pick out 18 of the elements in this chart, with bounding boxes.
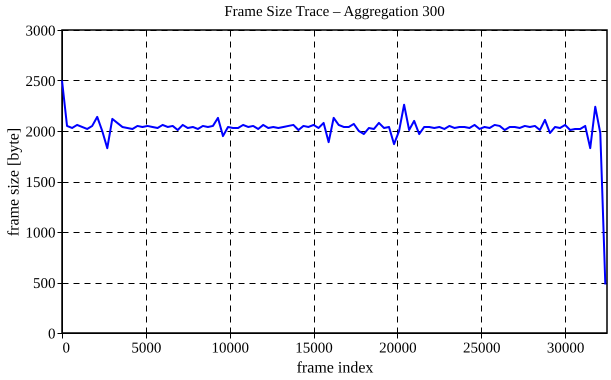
x-tick-label: 30000 [546, 340, 584, 356]
x-tick-label: 20000 [379, 340, 417, 356]
y-tick-label: 1500 [26, 175, 56, 191]
x-tick-label: 5000 [131, 340, 162, 356]
line-series [61, 80, 606, 286]
y-tick-label: 1000 [26, 226, 56, 242]
x-tick-label: 15000 [295, 340, 333, 356]
chart-title: Frame Size Trace – Aggregation 300 [224, 4, 445, 20]
x-axis-title: frame index [296, 360, 374, 376]
y-tick-label: 500 [33, 276, 56, 292]
y-tick-label: 0 [48, 326, 56, 342]
y-axis-title: frame size [byte] [6, 128, 22, 236]
y-tick-label: 2000 [26, 124, 56, 140]
x-tick-label: 0 [62, 340, 70, 356]
y-tick-label: 3000 [26, 24, 56, 40]
y-tick-label: 2500 [26, 74, 56, 90]
x-tick-label: 10000 [211, 340, 249, 356]
x-tick-label: 25000 [462, 340, 500, 356]
